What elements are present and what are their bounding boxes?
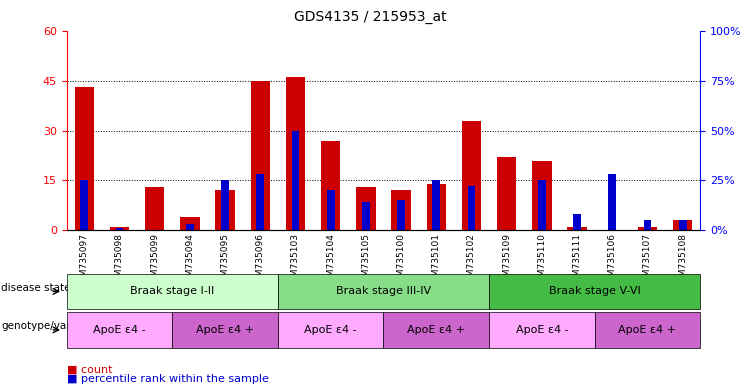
Text: genotype/variation: genotype/variation: [1, 321, 101, 331]
Bar: [538, 180, 545, 230]
Bar: [81, 180, 88, 230]
Bar: [222, 180, 229, 230]
Bar: [110, 227, 129, 230]
Bar: [256, 174, 264, 230]
Bar: [397, 200, 405, 230]
Bar: [608, 174, 616, 230]
Text: ApoE ε4 -: ApoE ε4 -: [93, 325, 146, 335]
Text: Braak stage III-IV: Braak stage III-IV: [336, 286, 431, 296]
Bar: [427, 184, 446, 230]
Bar: [568, 227, 587, 230]
Bar: [462, 121, 481, 230]
Text: ApoE ε4 -: ApoE ε4 -: [305, 325, 357, 335]
Bar: [532, 161, 551, 230]
Bar: [638, 227, 657, 230]
Bar: [186, 224, 193, 230]
Bar: [286, 77, 305, 230]
Bar: [468, 187, 475, 230]
Text: ApoE ε4 +: ApoE ε4 +: [408, 325, 465, 335]
Bar: [644, 220, 651, 230]
Text: ■ percentile rank within the sample: ■ percentile rank within the sample: [67, 374, 268, 384]
Text: Braak stage V-VI: Braak stage V-VI: [549, 286, 640, 296]
Bar: [180, 217, 199, 230]
Bar: [356, 187, 376, 230]
Text: ■ count: ■ count: [67, 364, 112, 374]
Bar: [250, 81, 270, 230]
Text: ApoE ε4 +: ApoE ε4 +: [196, 325, 254, 335]
Text: Braak stage I-II: Braak stage I-II: [130, 286, 214, 296]
Bar: [292, 131, 299, 230]
Bar: [321, 141, 340, 230]
Bar: [362, 202, 370, 230]
Text: GDS4135 / 215953_at: GDS4135 / 215953_at: [294, 10, 447, 23]
Bar: [433, 180, 440, 230]
Text: ApoE ε4 +: ApoE ε4 +: [619, 325, 677, 335]
Bar: [216, 190, 235, 230]
Bar: [327, 190, 334, 230]
Bar: [673, 220, 692, 230]
Bar: [116, 228, 123, 230]
Bar: [391, 190, 411, 230]
Text: ApoE ε4 -: ApoE ε4 -: [516, 325, 568, 335]
Bar: [145, 187, 165, 230]
Bar: [574, 214, 581, 230]
Bar: [497, 157, 516, 230]
Text: disease state: disease state: [1, 283, 71, 293]
Bar: [75, 87, 94, 230]
Bar: [679, 220, 686, 230]
